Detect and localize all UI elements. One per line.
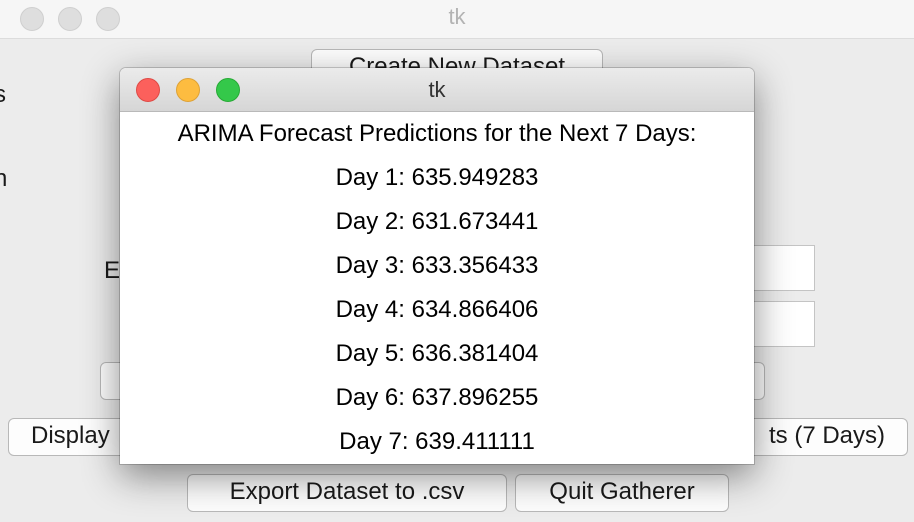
main-window-titlebar[interactable]: tk (0, 0, 914, 39)
prediction-day-6: Day 6: 637.896255 (335, 384, 539, 411)
export-csv-button[interactable]: Export Dataset to .csv (187, 474, 507, 512)
entry-label: E (104, 257, 121, 284)
prediction-day-5: Day 5: 636.381404 (335, 340, 539, 367)
quit-button[interactable]: Quit Gatherer (515, 474, 729, 512)
minimize-icon[interactable] (58, 7, 82, 31)
clipped-text-fragment: n (0, 165, 8, 192)
forecast-dialog: tk ARIMA Forecast Predictions for the Ne… (120, 68, 754, 464)
close-icon[interactable] (136, 78, 160, 102)
minimize-icon[interactable] (176, 78, 200, 102)
dialog-titlebar[interactable]: tk (120, 68, 754, 112)
forecast-heading: ARIMA Forecast Predictions for the Next … (177, 120, 697, 147)
close-icon[interactable] (20, 7, 44, 31)
clipped-text-fragment: s (0, 81, 6, 108)
zoom-icon[interactable] (216, 78, 240, 102)
main-window-title: tk (448, 4, 466, 29)
prediction-day-3: Day 3: 633.356433 (335, 252, 539, 279)
prediction-day-1: Day 1: 635.949283 (335, 164, 539, 191)
zoom-icon[interactable] (96, 7, 120, 31)
prediction-day-7: Day 7: 639.411111 (339, 428, 535, 455)
dialog-title: tk (428, 77, 446, 102)
prediction-day-4: Day 4: 634.866406 (335, 296, 539, 323)
dialog-body: ARIMA Forecast Predictions for the Next … (120, 112, 754, 464)
prediction-day-2: Day 2: 631.673441 (335, 208, 539, 235)
